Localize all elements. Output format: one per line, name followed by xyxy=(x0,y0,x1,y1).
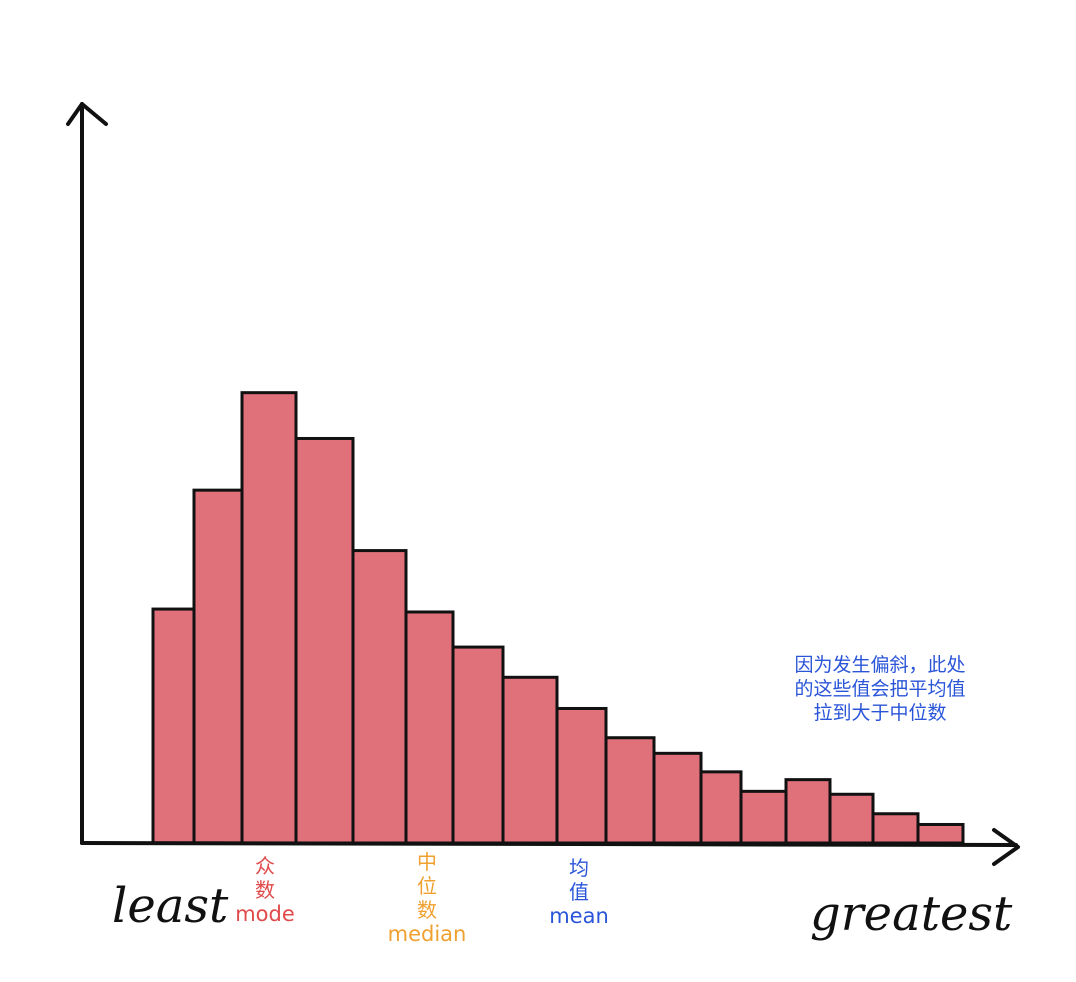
mode-marker-cn: 众数 xyxy=(255,854,275,902)
skew-annotation-line-2: 的这些值会把平均值 xyxy=(794,677,966,700)
bars-group xyxy=(151,391,965,845)
median-marker-en: median xyxy=(387,922,467,946)
histogram-bar-13 xyxy=(739,789,788,845)
histogram-bar-4 xyxy=(294,436,355,845)
histogram-bar-9 xyxy=(555,706,608,845)
histogram-bar-16 xyxy=(871,812,920,845)
histogram-bar-11 xyxy=(652,751,703,845)
histogram-bar-1 xyxy=(151,607,196,845)
mean-marker-cn: 均值 xyxy=(569,856,589,904)
x-axis-line xyxy=(80,841,1018,847)
mode-marker-en: mode xyxy=(235,902,295,926)
histogram-bar-15 xyxy=(828,792,875,845)
x-axis-arrow-head xyxy=(992,828,1020,866)
median-marker-cn: 中位数 xyxy=(417,850,437,922)
median-marker: 中位数 median xyxy=(372,850,482,947)
skew-annotation-line-3: 拉到大于中位数 xyxy=(813,701,947,724)
mean-marker: 均值 mean xyxy=(529,856,629,929)
mean-marker-en: mean xyxy=(549,904,609,928)
histogram-bar-12 xyxy=(699,770,743,845)
skew-annotation-line-1: 因为发生偏斜，此处 xyxy=(794,654,966,676)
histogram-bar-17 xyxy=(916,822,965,845)
histogram-bar-6 xyxy=(404,610,455,845)
histogram-bar-14 xyxy=(784,778,832,845)
y-axis-arrow-head xyxy=(66,102,108,126)
histogram-bar-10 xyxy=(604,736,656,845)
skew-annotation: 因为发生偏斜，此处 的这些值会把平均值 拉到大于中位数 xyxy=(760,654,1000,725)
x-axis-greatest-label: greatest xyxy=(810,886,1013,942)
histogram-bar-5 xyxy=(351,549,408,845)
histogram-bar-8 xyxy=(501,675,559,845)
x-axis-least-label: least xyxy=(112,878,229,934)
histogram-bar-2 xyxy=(192,488,244,845)
mode-marker: 众数 mode xyxy=(215,854,315,927)
histogram-bar-3 xyxy=(240,391,298,845)
histogram-bar-7 xyxy=(451,645,505,845)
